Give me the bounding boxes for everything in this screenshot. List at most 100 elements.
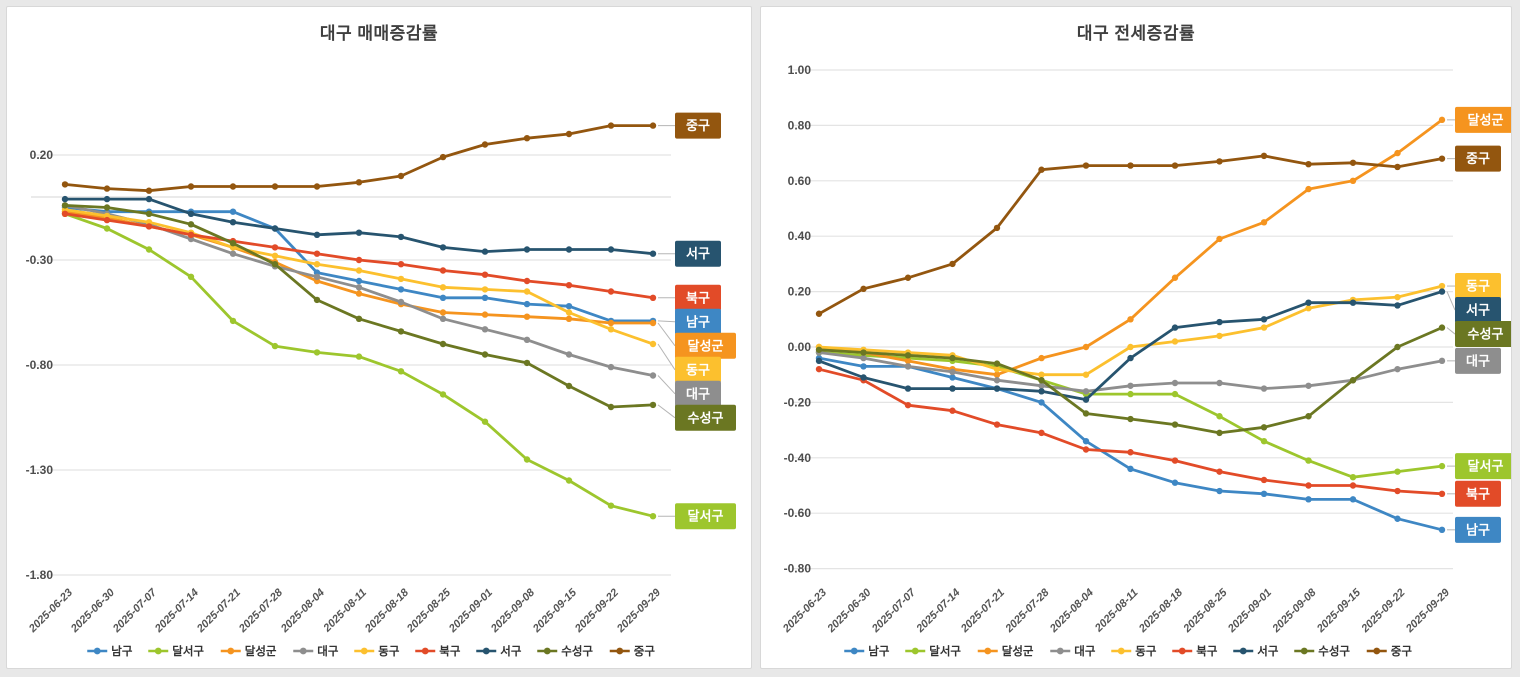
legend-item-label: 달성군 (245, 644, 277, 658)
legend-item-달서구[interactable]: 달서구 (148, 644, 204, 658)
x-tick-label: 2025-09-15 (530, 586, 580, 636)
data-point-marker (1216, 235, 1223, 243)
data-point-marker (607, 246, 615, 253)
series-end-label-달성군: 달성군 (1447, 106, 1516, 133)
x-tick-label: 2025-08-18 (362, 586, 412, 636)
data-point-marker (1305, 496, 1312, 503)
chart-svg: 1.00 0.80 0.60 0.40 0.20 0.00 -0.20 -0.40 -0.60 -… (780, 63, 1516, 658)
y-tick-label: 0.40 (788, 229, 812, 243)
series-end-label-text: 북구 (1466, 486, 1490, 501)
legend-item-label: 남구 (111, 645, 133, 658)
data-point-marker (1216, 332, 1223, 340)
data-point-marker (1438, 324, 1446, 331)
data-point-marker (565, 309, 573, 316)
data-point-marker (481, 248, 489, 255)
y-tick-label: -1.30 (26, 463, 54, 477)
data-point-marker (1394, 163, 1401, 171)
data-point-marker (1438, 357, 1446, 365)
legend-item-서구[interactable]: 서구 (1233, 644, 1279, 658)
legend-marker-icon (984, 647, 992, 655)
data-point-marker (1305, 185, 1312, 193)
data-point-marker (565, 130, 573, 138)
data-point-marker (1349, 473, 1357, 481)
data-point-marker (1349, 377, 1357, 384)
series-end-label-text: 서구 (1466, 303, 1490, 318)
series-수성구 (61, 202, 657, 411)
legend-item-달성군[interactable]: 달성군 (977, 644, 1034, 658)
legend-item-달서구[interactable]: 달서구 (905, 644, 961, 658)
series-end-label-text: 남구 (686, 314, 710, 329)
data-point-marker (1082, 396, 1090, 403)
legend-item-대구[interactable]: 대구 (293, 644, 339, 658)
series-end-label-수성구: 수성구 (657, 404, 736, 431)
data-point-marker (649, 513, 657, 520)
legend-item-북구[interactable]: 북구 (415, 644, 461, 658)
data-point-marker (815, 310, 823, 317)
data-point-marker (439, 340, 447, 348)
legend-item-중구[interactable]: 중구 (1366, 645, 1413, 658)
legend-item-서구[interactable]: 서구 (476, 644, 522, 658)
data-point-marker (103, 195, 111, 203)
series-수성구 (815, 324, 1446, 437)
legend-item-label: 동구 (1135, 645, 1157, 658)
data-point-marker (397, 298, 405, 306)
series-중구 (61, 122, 657, 194)
data-point-marker (1216, 318, 1223, 326)
legend-item-대구[interactable]: 대구 (1050, 644, 1096, 658)
series-end-label-text: 달성군 (688, 338, 724, 353)
data-point-marker (1305, 299, 1312, 306)
data-point-marker (1438, 282, 1446, 290)
legend-item-남구[interactable]: 남구 (844, 645, 890, 658)
data-point-marker (949, 407, 956, 414)
legend-marker-icon (360, 647, 368, 655)
data-point-marker (993, 421, 1001, 428)
legend-item-수성구[interactable]: 수성구 (1294, 644, 1350, 658)
legend-item-수성구[interactable]: 수성구 (537, 644, 593, 658)
series-end-label-text: 중구 (686, 118, 710, 133)
data-point-marker (993, 377, 1001, 384)
data-point-marker (1305, 382, 1312, 389)
data-point-marker (271, 252, 279, 259)
x-tick-label: 2025-08-11 (321, 587, 369, 635)
series-end-label-남구: 남구 (657, 308, 721, 335)
data-point-marker (1127, 316, 1134, 323)
data-point-marker (1305, 160, 1312, 168)
series-end-label-text: 대구 (686, 386, 710, 401)
data-point-marker (649, 401, 657, 409)
data-point-marker (313, 349, 321, 356)
series-달서구 (61, 210, 657, 520)
data-point-marker (1082, 162, 1090, 169)
y-tick-label: -1.80 (26, 568, 54, 582)
data-point-marker (1171, 324, 1179, 331)
data-point-marker (949, 385, 956, 392)
data-point-marker (355, 315, 363, 322)
legend-item-동구[interactable]: 동구 (1111, 645, 1157, 658)
data-point-marker (607, 502, 615, 509)
data-point-marker (649, 319, 657, 327)
legend-item-남구[interactable]: 남구 (87, 645, 133, 658)
legend-item-달성군[interactable]: 달성군 (220, 644, 277, 658)
legend-item-북구[interactable]: 북구 (1172, 644, 1218, 658)
x-tick-label: 2025-08-25 (1181, 586, 1231, 636)
legend-marker-icon (482, 647, 490, 655)
data-point-marker (439, 309, 447, 316)
data-point-marker (1127, 354, 1134, 362)
data-point-marker (145, 195, 153, 203)
series-end-label-text: 수성구 (688, 410, 724, 425)
legend-item-중구[interactable]: 중구 (609, 645, 656, 658)
data-point-marker (523, 246, 531, 253)
data-point-marker (271, 225, 279, 232)
data-point-marker (565, 477, 573, 484)
data-point-marker (1438, 288, 1446, 295)
data-point-marker (313, 296, 321, 304)
data-point-marker (523, 135, 531, 142)
data-point-marker (1260, 316, 1268, 323)
series-동구 (815, 282, 1446, 378)
data-point-marker (1394, 149, 1401, 157)
data-point-marker (61, 202, 69, 209)
legend-item-동구[interactable]: 동구 (354, 645, 400, 658)
data-point-marker (439, 391, 447, 398)
data-point-marker (439, 294, 447, 301)
data-point-marker (313, 261, 321, 268)
